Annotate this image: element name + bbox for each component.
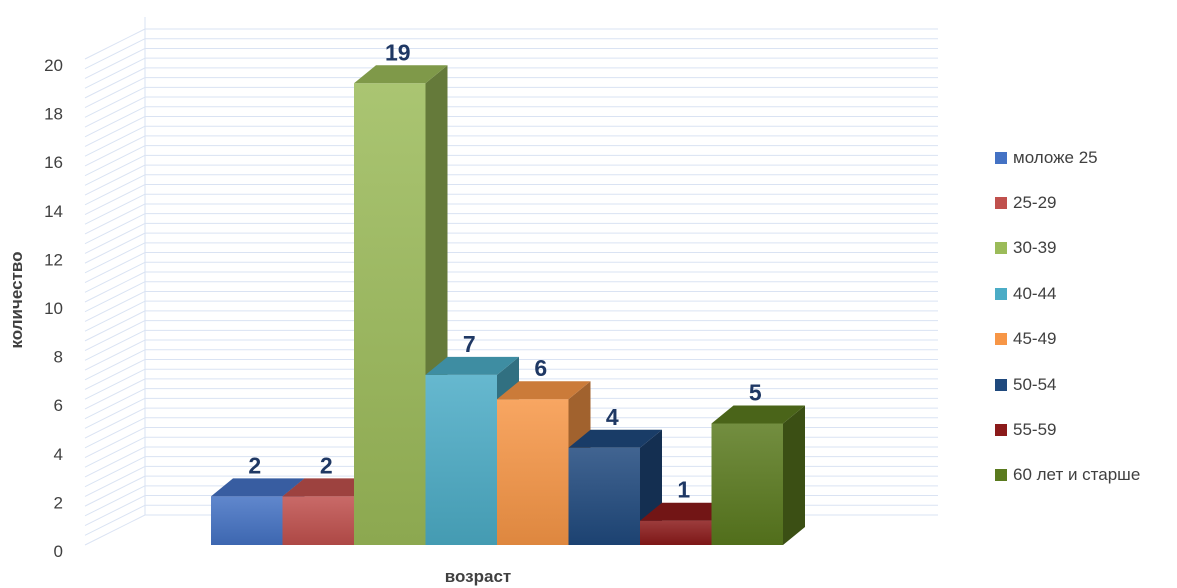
legend-label: 50-54 — [1013, 374, 1057, 394]
legend-item: 25-29 — [995, 180, 1175, 225]
legend-label: 55-59 — [1013, 420, 1057, 440]
y-tick-label: 16 — [44, 153, 63, 172]
y-axis-ticks: 0 2 4 6 8 10 12 14 16 18 20 — [44, 56, 63, 561]
legend-item: 45-49 — [995, 317, 1175, 362]
data-label: 7 — [463, 331, 476, 357]
legend-swatch — [995, 424, 1007, 437]
legend: моложе 25 25-29 30-39 40-44 45-49 50-54 55-59 6… — [995, 135, 1175, 498]
legend-label: 45-49 — [1013, 329, 1057, 349]
y-tick-label: 4 — [54, 445, 63, 464]
y-tick-label: 8 — [54, 348, 63, 367]
y-tick-label: 0 — [54, 542, 63, 561]
legend-swatch — [995, 333, 1007, 346]
y-tick-label: 10 — [44, 299, 63, 318]
bar-4 — [425, 356, 519, 545]
legend-swatch — [995, 378, 1007, 391]
legend-swatch — [995, 151, 1007, 164]
legend-label: 60 лет и старше — [1013, 465, 1141, 485]
y-axis-title: количество — [7, 252, 26, 349]
y-tick-label: 18 — [44, 105, 63, 124]
legend-label: моложе 25 — [1013, 147, 1098, 167]
data-label: 4 — [606, 404, 619, 430]
y-tick-label: 6 — [54, 396, 63, 415]
legend-label: 30-39 — [1013, 238, 1057, 258]
data-label: 6 — [534, 355, 547, 381]
legend-label: 40-44 — [1013, 283, 1057, 303]
bar-3 — [354, 65, 448, 546]
legend-item: 40-44 — [995, 271, 1175, 316]
legend-label: 25-29 — [1013, 193, 1057, 213]
data-label: 5 — [749, 380, 762, 406]
legend-item: 55-59 — [995, 407, 1175, 452]
legend-item: моложе 25 — [995, 135, 1175, 180]
bar-8 — [711, 405, 805, 545]
legend-swatch — [995, 242, 1007, 255]
legend-item: 30-39 — [995, 226, 1175, 271]
y-tick-label: 2 — [54, 493, 63, 512]
data-label: 2 — [248, 452, 261, 478]
legend-item: 60 лет и старше — [995, 453, 1175, 498]
y-tick-label: 20 — [44, 56, 63, 75]
x-axis-title: возраст — [445, 567, 511, 586]
data-label: 1 — [677, 477, 690, 503]
y-tick-label: 14 — [44, 202, 63, 221]
data-labels: 2 2 19 7 6 4 1 5 — [248, 39, 762, 502]
legend-item: 50-54 — [995, 362, 1175, 407]
bars — [211, 65, 805, 546]
y-tick-label: 12 — [44, 250, 63, 269]
legend-swatch — [995, 197, 1007, 210]
legend-swatch — [995, 469, 1007, 482]
data-label: 19 — [385, 39, 411, 65]
legend-swatch — [995, 287, 1007, 300]
data-label: 2 — [320, 452, 333, 478]
